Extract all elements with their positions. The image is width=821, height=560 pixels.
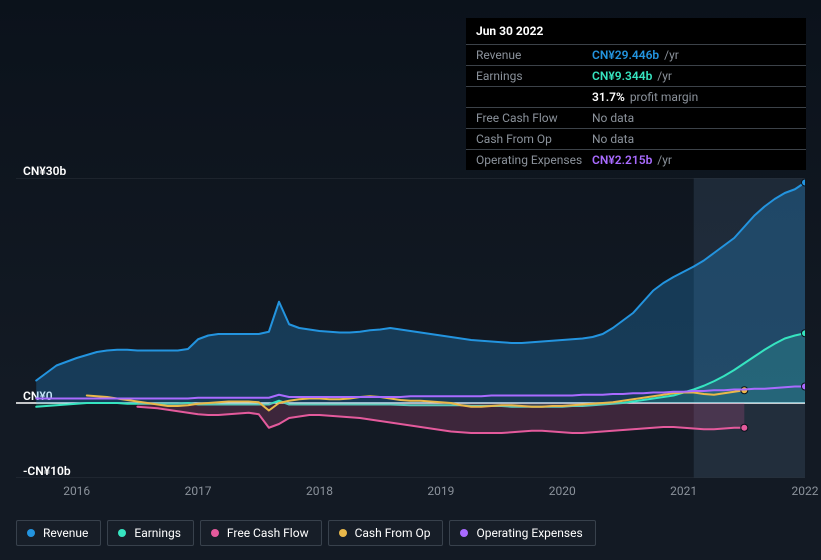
tooltip-row: Free Cash FlowNo data <box>466 108 806 129</box>
chart-legend: Revenue Earnings Free Cash Flow Cash From O… <box>16 520 596 546</box>
tooltip-row: 31.7% profit margin <box>466 87 806 108</box>
legend-swatch <box>27 529 35 537</box>
tooltip-row-label: Free Cash Flow <box>476 111 592 125</box>
x-axis-label: 2021 <box>670 484 697 498</box>
legend-swatch <box>211 529 219 537</box>
x-axis-label: 2016 <box>63 484 90 498</box>
legend-item-fcf[interactable]: Free Cash Flow <box>200 520 322 546</box>
legend-item-earnings[interactable]: Earnings <box>107 520 194 546</box>
legend-swatch <box>339 529 347 537</box>
chart-svg <box>16 178 805 478</box>
tooltip-row-value: 31.7% profit margin <box>592 90 796 104</box>
tooltip-row: RevenueCN¥29.446b /yr <box>466 45 806 66</box>
tooltip-row-label: Cash From Op <box>476 132 592 146</box>
financials-chart[interactable]: CN¥30bCN¥0-CN¥10b 2016201720182019202020… <box>16 160 805 480</box>
legend-swatch <box>118 529 126 537</box>
legend-label: Operating Expenses <box>476 526 582 540</box>
tooltip-row-label: Revenue <box>476 48 592 62</box>
x-axis-label: 2018 <box>306 484 333 498</box>
tooltip-row-value: CN¥29.446b /yr <box>592 48 796 62</box>
tooltip-row-value: No data <box>592 132 796 146</box>
tooltip-row-value: No data <box>592 111 796 125</box>
x-axis-label: 2017 <box>185 484 212 498</box>
y-axis-label: CN¥30b <box>23 164 66 178</box>
x-axis-label: 2022 <box>792 484 819 498</box>
tooltip-row-label <box>476 90 592 104</box>
legend-item-opex[interactable]: Operating Expenses <box>449 520 595 546</box>
legend-item-revenue[interactable]: Revenue <box>16 520 101 546</box>
tooltip-row-value: CN¥9.344b /yr <box>592 69 796 83</box>
legend-label: Revenue <box>43 526 88 540</box>
legend-swatch <box>460 529 468 537</box>
tooltip-row: Cash From OpNo data <box>466 129 806 150</box>
x-axis-label: 2019 <box>427 484 454 498</box>
tooltip-row-label: Earnings <box>476 69 592 83</box>
dashboard-root: Jun 30 2022 RevenueCN¥29.446b /yrEarning… <box>0 0 821 560</box>
legend-label: Earnings <box>134 526 181 540</box>
legend-label: Free Cash Flow <box>227 526 309 540</box>
legend-item-cfo[interactable]: Cash From Op <box>328 520 444 546</box>
chart-tooltip: Jun 30 2022 RevenueCN¥29.446b /yrEarning… <box>466 18 806 170</box>
legend-label: Cash From Op <box>355 526 431 540</box>
tooltip-row: EarningsCN¥9.344b /yr <box>466 66 806 87</box>
tooltip-date: Jun 30 2022 <box>466 18 806 45</box>
x-axis-label: 2020 <box>549 484 576 498</box>
